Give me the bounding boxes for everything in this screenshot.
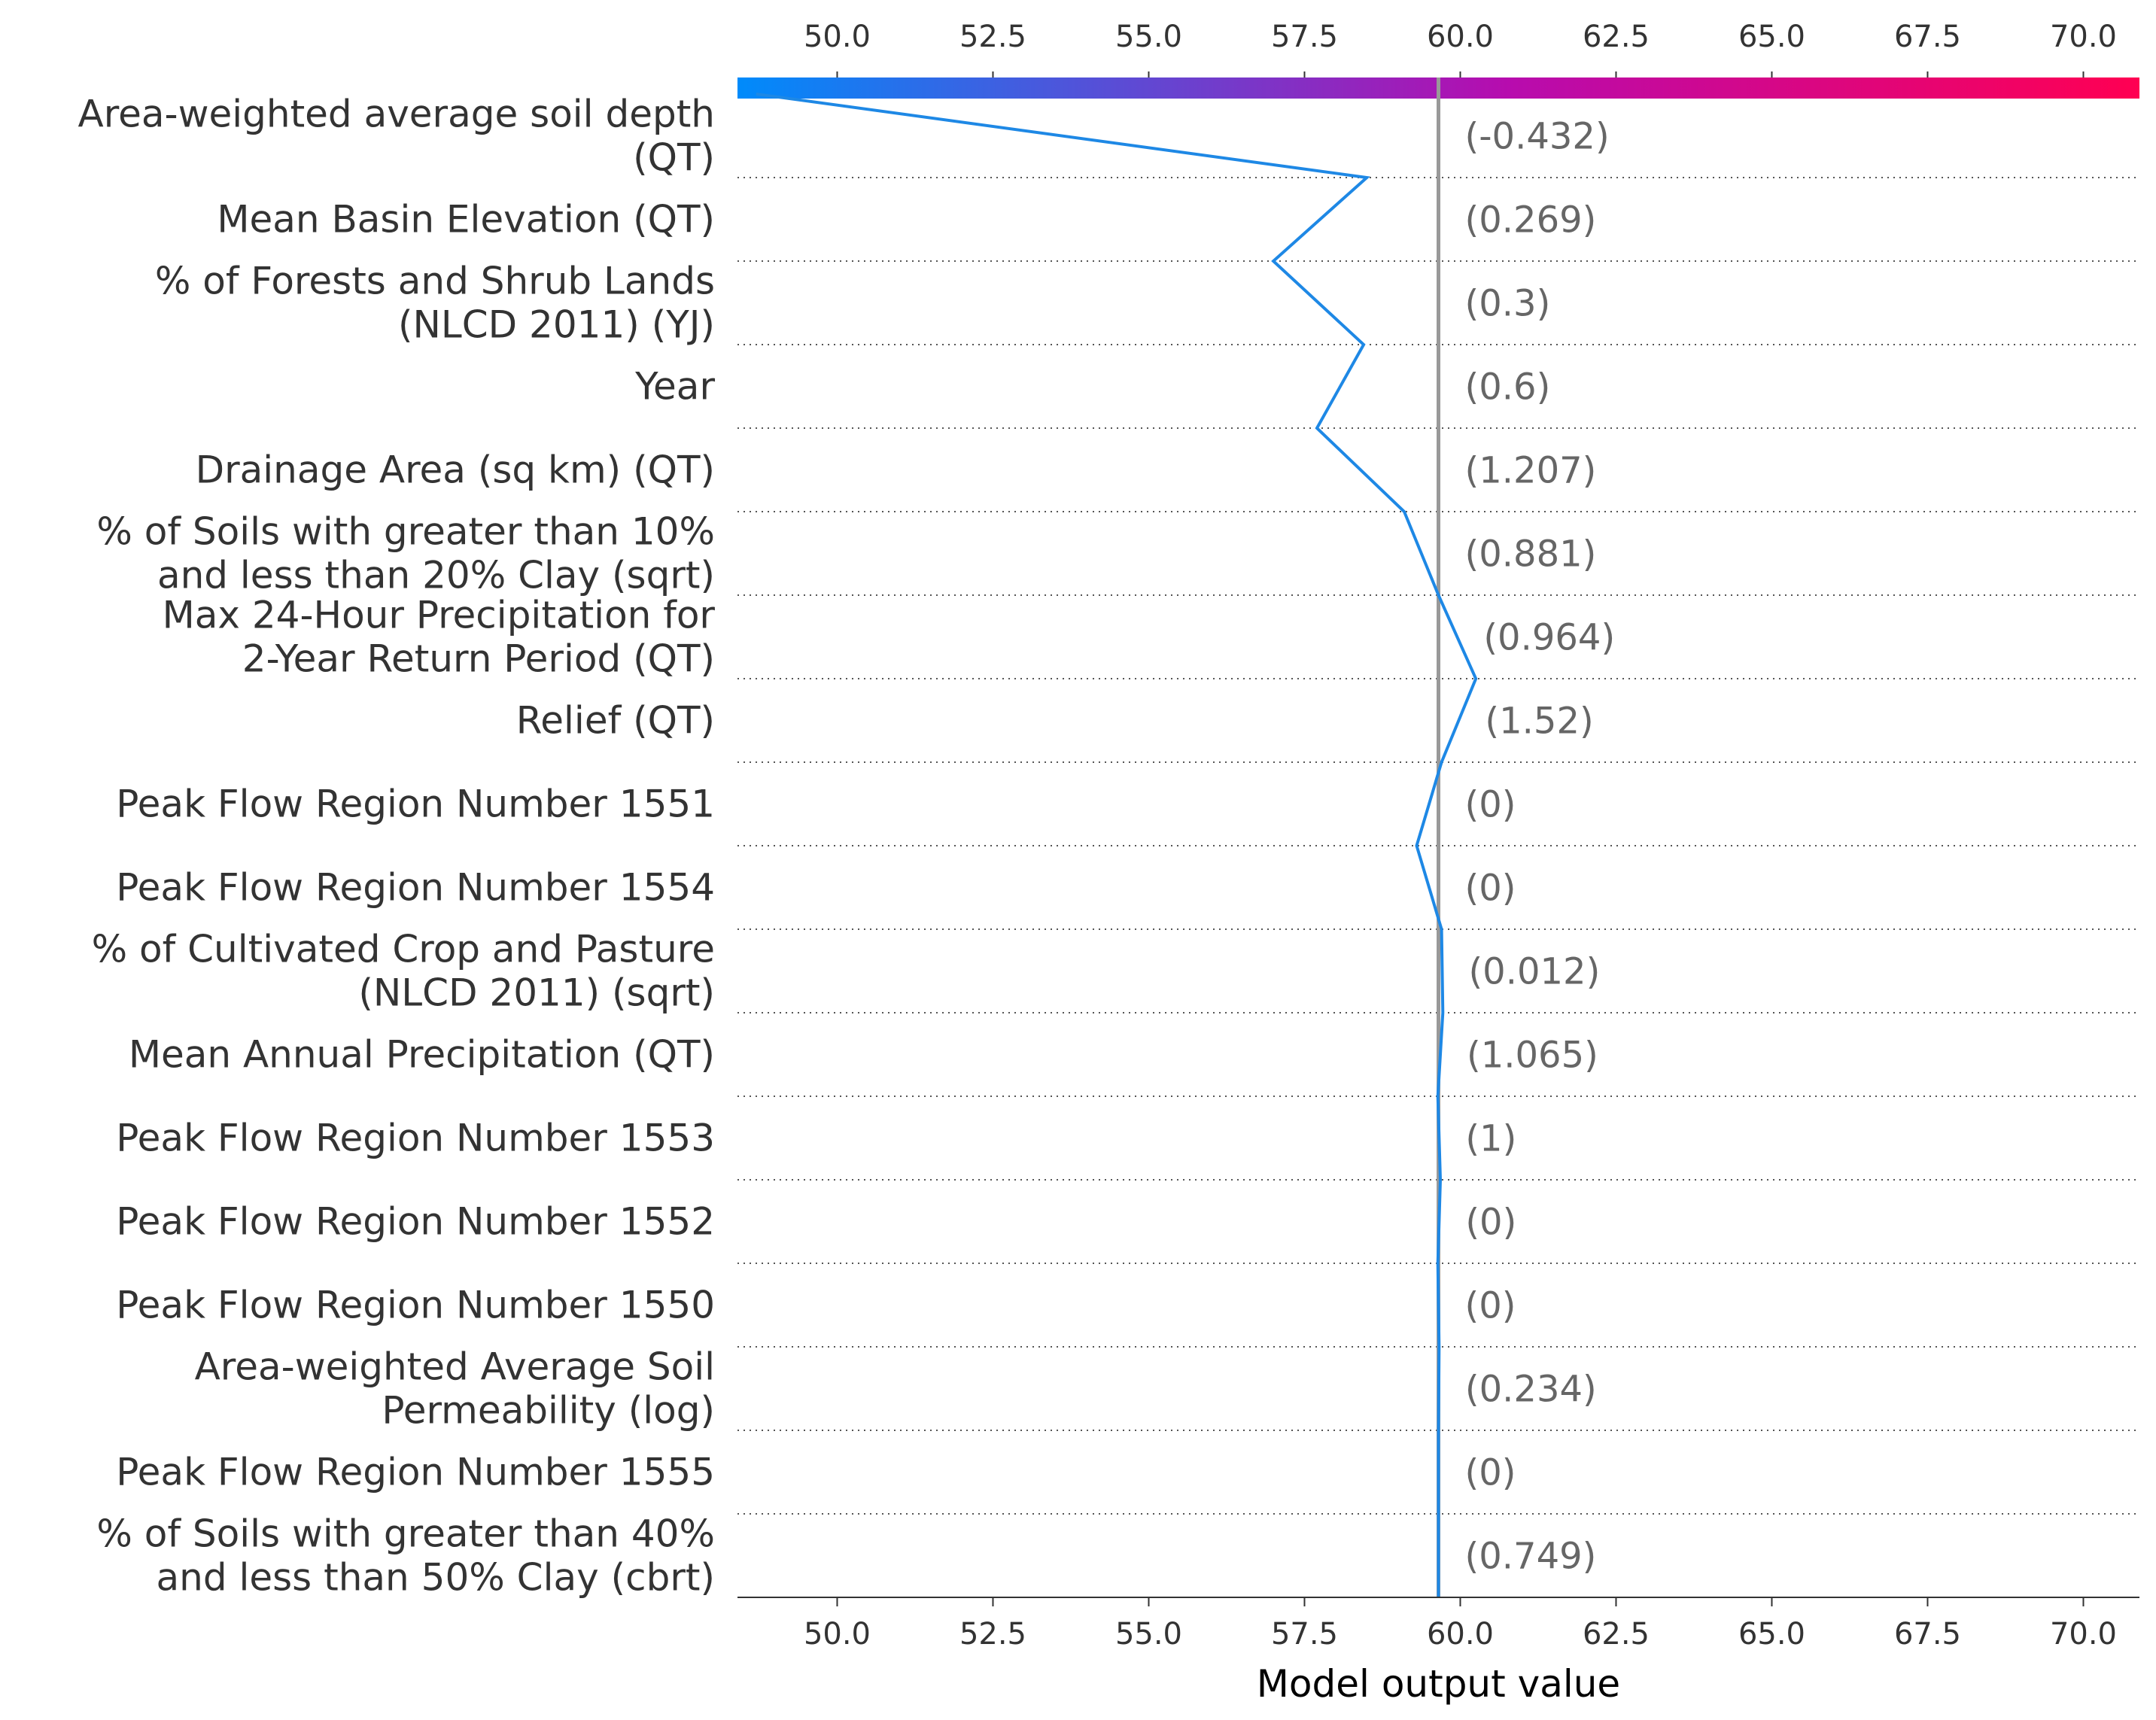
feature-label-line: Peak Flow Region Number 1550 — [116, 1284, 715, 1327]
feature-label: Peak Flow Region Number 1550 — [116, 1284, 715, 1327]
feature-label: % of Forests and Shrub Lands (NLCD 2011) … — [155, 260, 715, 347]
feature-label-line: (NLCD 2011) (YJ) — [398, 303, 715, 347]
feature-value-label: (0) — [1465, 1285, 1516, 1327]
feature-label-line: Mean Basin Elevation (QT) — [217, 198, 715, 242]
feature-label: % of Soils with greater than 10% and less… — [96, 510, 715, 597]
feature-label: Area-weighted average soil depth (QT) — [78, 93, 715, 180]
feature-value-label: (0.964) — [1483, 617, 1615, 659]
bottom-tick-label: 67.5 — [1894, 1617, 1961, 1652]
row-gridlines — [737, 177, 2139, 1515]
top-tick-label: 50.0 — [804, 20, 871, 54]
bottom-tick-label: 70.0 — [2050, 1617, 2117, 1652]
feature-label-line: Peak Flow Region Number 1555 — [116, 1451, 715, 1494]
top-tick-label: 65.0 — [1738, 20, 1805, 54]
feature-label-line: Peak Flow Region Number 1552 — [116, 1200, 715, 1244]
feature-label-line: Max 24-Hour Precipitation for — [163, 594, 716, 637]
feature-label-line: Drainage Area (sq km) (QT) — [196, 448, 715, 492]
feature-label-line: and less than 20% Clay (sqrt) — [157, 554, 715, 597]
feature-label: Peak Flow Region Number 1552 — [116, 1200, 715, 1244]
feature-value-labels: (-0.432) (0.269) (0.3) (0.6) (1.207) (0.881) (… — [1465, 116, 1616, 1578]
top-tick-label: 62.5 — [1583, 20, 1650, 54]
feature-label: Mean Basin Elevation (QT) — [217, 198, 715, 242]
feature-label-line: Peak Flow Region Number 1551 — [116, 783, 715, 826]
feature-value-label: (0) — [1465, 1452, 1516, 1494]
feature-value-label: (0.012) — [1468, 951, 1600, 993]
feature-value-label: (1.207) — [1465, 450, 1597, 492]
x-axis-ticks: 50.0 50.0 52.5 52.5 55.0 55.0 57.5 57.5 60.0 60.0… — [804, 20, 2117, 1652]
feature-value-label: (-0.432) — [1465, 116, 1610, 158]
feature-value-label: (1.52) — [1485, 700, 1593, 743]
feature-label: Peak Flow Region Number 1553 — [116, 1117, 715, 1160]
feature-label-line: 2-Year Return Period (QT) — [242, 637, 715, 681]
top-tick-label: 70.0 — [2050, 20, 2117, 54]
feature-value-label: (1.065) — [1467, 1035, 1598, 1077]
feature-labels: Area-weighted average soil depth (QT) Mean… — [78, 93, 715, 1600]
feature-label: Area-weighted Average Soil Permeability (… — [195, 1345, 715, 1433]
feature-label: % of Cultivated Crop and Pasture (NLCD 20… — [92, 928, 715, 1015]
feature-label-line: Area-weighted average soil depth — [78, 93, 715, 136]
feature-label-line: Year — [634, 365, 715, 409]
feature-label-line: % of Forests and Shrub Lands — [155, 260, 715, 303]
bottom-tick-label: 62.5 — [1583, 1617, 1650, 1652]
feature-value-label: (0) — [1465, 784, 1516, 826]
feature-label: Mean Annual Precipitation (QT) — [129, 1033, 715, 1077]
feature-value-label: (0.269) — [1465, 199, 1597, 242]
bottom-tick-label: 57.5 — [1271, 1617, 1338, 1652]
feature-value-label: (0) — [1465, 1202, 1516, 1244]
feature-label: Max 24-Hour Precipitation for 2-Year Retu… — [163, 594, 716, 681]
bottom-tick-label: 52.5 — [959, 1617, 1026, 1652]
feature-label-line: Area-weighted Average Soil — [195, 1345, 715, 1389]
feature-label: Peak Flow Region Number 1555 — [116, 1451, 715, 1494]
x-axis-title: Model output value — [1257, 1662, 1620, 1706]
feature-label: % of Soils with greater than 40% and less… — [96, 1512, 715, 1600]
feature-value-label: (1) — [1465, 1118, 1516, 1160]
feature-label-line: % of Soils with greater than 40% — [96, 1512, 715, 1556]
top-tick-label: 60.0 — [1427, 20, 1494, 54]
feature-label-line: Peak Flow Region Number 1553 — [116, 1117, 715, 1160]
feature-label-line: (QT) — [633, 136, 715, 180]
feature-label-line: Mean Annual Precipitation (QT) — [129, 1033, 715, 1077]
bottom-tick-label: 65.0 — [1738, 1617, 1805, 1652]
feature-label-line: and less than 50% Clay (cbrt) — [157, 1556, 715, 1600]
feature-value-label: (0.3) — [1465, 283, 1551, 325]
feature-label-line: % of Cultivated Crop and Pasture — [92, 928, 715, 971]
bottom-tick-label: 60.0 — [1427, 1617, 1494, 1652]
top-tick-label: 52.5 — [959, 20, 1026, 54]
feature-label-line: % of Soils with greater than 10% — [96, 510, 715, 554]
feature-label: Peak Flow Region Number 1554 — [116, 866, 715, 910]
bottom-tick-label: 50.0 — [804, 1617, 871, 1652]
feature-label: Peak Flow Region Number 1551 — [116, 783, 715, 826]
decision-path — [756, 93, 1478, 1597]
feature-label-line: Permeability (log) — [382, 1389, 715, 1433]
top-tick-label: 55.0 — [1115, 20, 1182, 54]
feature-label: Drainage Area (sq km) (QT) — [196, 448, 715, 492]
feature-value-label: (0.6) — [1465, 366, 1551, 409]
bottom-tick-label: 55.0 — [1115, 1617, 1182, 1652]
feature-label: Relief (QT) — [516, 699, 715, 743]
feature-label-line: Relief (QT) — [516, 699, 715, 743]
top-tick-label: 67.5 — [1894, 20, 1961, 54]
feature-value-label: (0.881) — [1465, 533, 1597, 576]
feature-label-line: Peak Flow Region Number 1554 — [116, 866, 715, 910]
feature-value-label: (0.749) — [1465, 1536, 1597, 1578]
feature-value-label: (0.234) — [1465, 1369, 1597, 1411]
feature-label-line: (NLCD 2011) (sqrt) — [358, 971, 715, 1015]
feature-value-label: (0) — [1465, 868, 1516, 910]
feature-label: Year — [634, 365, 715, 409]
top-tick-label: 57.5 — [1271, 20, 1338, 54]
